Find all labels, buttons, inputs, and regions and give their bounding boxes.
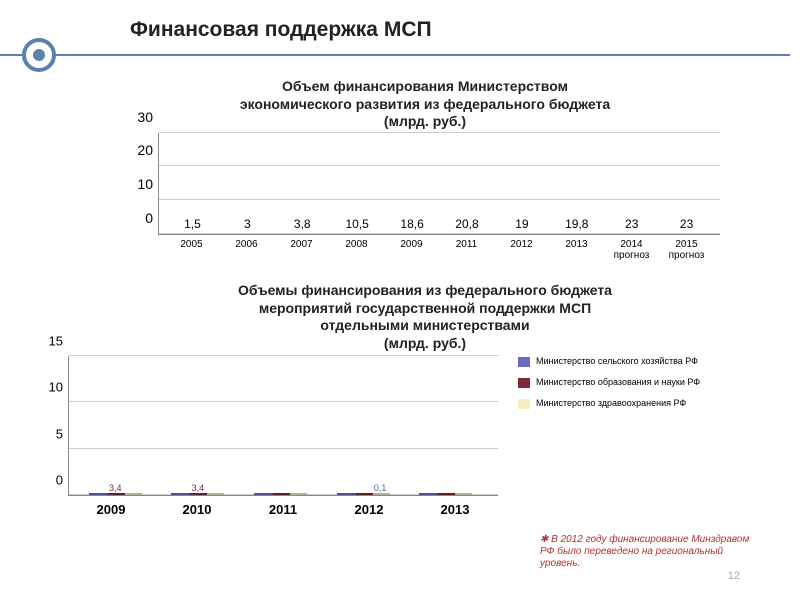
chart1-x-label: 2007 <box>274 239 329 261</box>
legend-label: Министерство сельского хозяйства РФ <box>536 356 698 367</box>
chart1-x-label: 2015 прогноз <box>659 239 714 261</box>
chart1-x-label: 2011 <box>439 239 494 261</box>
chart1-x-label: 2013 <box>549 239 604 261</box>
legend-label: Министерство образования и науки РФ <box>536 377 700 388</box>
chart1-bar-label: 23 <box>680 217 693 231</box>
chart2-y-tick: 15 <box>49 334 63 349</box>
chart2-legend: Министерство сельского хозяйства РФ Минис… <box>498 356 760 517</box>
chart2-x-label: 2013 <box>412 502 498 517</box>
chart2-bar <box>254 493 273 495</box>
chart-funding-med: Объем финансирования Министерством эконо… <box>130 78 720 268</box>
chart1-y-tick: 20 <box>137 142 153 158</box>
legend-swatch <box>518 378 530 388</box>
chart2-bar: 3,4 <box>106 493 125 495</box>
chart1-y-tick: 10 <box>137 176 153 192</box>
legend-item: Министерство образования и науки РФ <box>518 377 760 388</box>
chart2-bar <box>123 493 142 495</box>
legend-swatch <box>518 357 530 367</box>
chart1-x-label: 2012 <box>494 239 549 261</box>
chart2-x-label: 2012 <box>326 502 412 517</box>
chart2-bar: 0,1 <box>371 493 390 495</box>
legend-label: Министерство здравоохранения РФ <box>536 398 686 409</box>
chart2-bar <box>288 493 307 495</box>
footnote: ✱ В 2012 году финансирование Минздравом … <box>540 534 760 570</box>
chart1-bar-label: 10,5 <box>345 217 368 231</box>
chart2-x-axis: 20092010201120122013 <box>68 502 498 517</box>
chart2-bar <box>419 493 438 495</box>
chart2-bar-label: 3,4 <box>109 483 122 493</box>
chart2-x-label: 2010 <box>154 502 240 517</box>
chart2-bar <box>453 493 472 495</box>
chart2-bar <box>271 493 290 495</box>
chart-funding-ministries: Объемы финансирования из федерального бю… <box>40 282 760 517</box>
header-bullet-dot <box>33 49 45 61</box>
header-rule <box>0 54 790 56</box>
chart1-bar-label: 23 <box>625 217 638 231</box>
chart1-y-tick: 30 <box>137 109 153 125</box>
legend-swatch <box>518 399 530 409</box>
chart1-bar-label: 3,8 <box>294 217 311 231</box>
chart2-y-tick: 5 <box>56 426 63 441</box>
chart2-y-tick: 10 <box>49 380 63 395</box>
chart1-x-label: 2008 <box>329 239 384 261</box>
page-title: Финансовая поддержка МСП <box>130 18 432 42</box>
page-number: 12 <box>728 570 740 582</box>
chart2-plot: 0510153,43,40,1 <box>68 356 498 496</box>
chart1-bar-label: 20,8 <box>455 217 478 231</box>
chart1-bar-label: 18,6 <box>400 217 423 231</box>
chart1-x-axis: 200520062007200820092011201220132014 про… <box>158 239 720 261</box>
chart1-bar-label: 19 <box>515 217 528 231</box>
chart2-bar-label: 0,1 <box>374 483 387 493</box>
chart1-bar-label: 19,8 <box>565 217 588 231</box>
chart1-x-label: 2006 <box>219 239 274 261</box>
chart2-y-tick: 0 <box>56 473 63 488</box>
legend-item: Министерство сельского хозяйства РФ <box>518 356 760 367</box>
legend-item: Министерство здравоохранения РФ <box>518 398 760 409</box>
chart2-bar <box>205 493 224 495</box>
chart1-x-label: 2009 <box>384 239 439 261</box>
chart2-x-label: 2009 <box>68 502 154 517</box>
chart1-plot: 01020301,533,810,518,620,81919,82323 <box>158 133 720 235</box>
chart2-bar <box>89 493 108 495</box>
chart2-bar <box>354 493 373 495</box>
chart2-bar <box>171 493 190 495</box>
chart2-title: Объемы финансирования из федерального бю… <box>150 282 700 352</box>
chart2-bar: 3,4 <box>188 493 207 495</box>
chart1-x-label: 2005 <box>164 239 219 261</box>
chart2-bar <box>337 493 356 495</box>
chart1-bar-label: 1,5 <box>184 217 201 231</box>
chart1-bar-label: 3 <box>244 217 251 231</box>
chart2-x-label: 2011 <box>240 502 326 517</box>
chart2-bar <box>436 493 455 495</box>
chart1-y-tick: 0 <box>145 210 153 226</box>
footnote-text: В 2012 году финансирование Минздравом РФ… <box>540 534 749 569</box>
chart1-x-label: 2014 прогноз <box>604 239 659 261</box>
chart1-title: Объем финансирования Министерством эконо… <box>130 78 720 131</box>
chart2-bar-label: 3,4 <box>192 483 205 493</box>
